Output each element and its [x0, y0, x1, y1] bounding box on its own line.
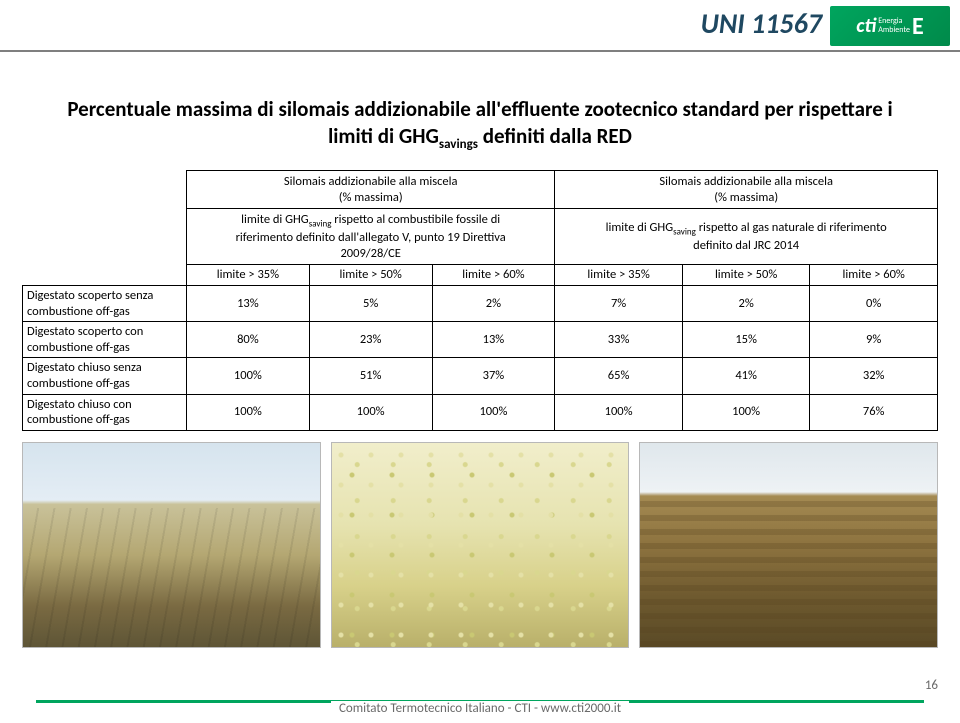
cell: 23%	[309, 322, 432, 358]
cell: 76%	[810, 394, 938, 430]
photo-field-harvest	[22, 442, 321, 648]
cell: 32%	[810, 358, 938, 394]
title-sub: savings	[439, 137, 478, 152]
cell: 7%	[555, 285, 683, 321]
col-1: limite > 35%	[187, 265, 310, 286]
cell: 80%	[187, 322, 310, 358]
group-header-2: Silomais addizionabile alla miscela(% ma…	[555, 171, 938, 209]
cell: 13%	[187, 285, 310, 321]
col-3: limite > 60%	[432, 265, 555, 286]
data-table-wrap: Silomais addizionabile alla miscela(% ma…	[22, 170, 938, 431]
document-code: UNI 11567	[701, 6, 822, 41]
cell: 100%	[555, 394, 683, 430]
cell: 2%	[432, 285, 555, 321]
cell: 15%	[682, 322, 810, 358]
photo-biomass-pile	[639, 442, 938, 648]
logo-e: E	[912, 12, 924, 41]
cell: 37%	[432, 358, 555, 394]
cell: 33%	[555, 322, 683, 358]
title-line2-post: definiti dalla RED	[478, 123, 632, 149]
cell: 0%	[810, 285, 938, 321]
logo-tagline: EnergiaAmbiente	[878, 17, 910, 35]
col-4: limite > 35%	[555, 265, 683, 286]
row-label: Digestato scoperto senzacombustione off-…	[23, 285, 187, 321]
table-row: Digestato chiuso concombustione off-gas …	[23, 394, 938, 430]
table-row: Digestato scoperto senzacombustione off-…	[23, 285, 938, 321]
header-bar: UNI 11567 cti EnergiaAmbiente E	[0, 0, 960, 52]
cell: 100%	[187, 358, 310, 394]
sub-header-2: limite di GHGsaving rispetto al gas natu…	[555, 209, 938, 265]
slide-title: Percentuale massima di silomais addizion…	[40, 96, 920, 154]
cell: 2%	[682, 285, 810, 321]
cell: 13%	[432, 322, 555, 358]
footer-text: Comitato Termotecnico Italiano - CTI - w…	[331, 701, 629, 716]
cell: 9%	[810, 322, 938, 358]
title-line2-pre: limiti di GHG	[328, 123, 439, 149]
cell: 100%	[187, 394, 310, 430]
cell: 5%	[309, 285, 432, 321]
page-number: 16	[925, 678, 938, 693]
cell: 100%	[682, 394, 810, 430]
group-header-1: Silomais addizionabile alla miscela(% ma…	[187, 171, 555, 209]
row-label: Digestato chiuso concombustione off-gas	[23, 394, 187, 430]
row-label: Digestato chiuso senzacombustione off-ga…	[23, 358, 187, 394]
col-5: limite > 50%	[682, 265, 810, 286]
data-table: Silomais addizionabile alla miscela(% ma…	[22, 170, 938, 431]
table-header-row-1: Silomais addizionabile alla miscela(% ma…	[23, 171, 938, 209]
cell: 100%	[432, 394, 555, 430]
title-line1: Percentuale massima di silomais addizion…	[67, 96, 892, 122]
col-2: limite > 50%	[309, 265, 432, 286]
corner-cell	[23, 171, 187, 286]
footer: Comitato Termotecnico Italiano - CTI - w…	[0, 693, 960, 723]
row-label: Digestato scoperto concombustione off-ga…	[23, 322, 187, 358]
cell: 51%	[309, 358, 432, 394]
table-row: Digestato scoperto concombustione off-ga…	[23, 322, 938, 358]
logo-cti-text: cti	[856, 14, 876, 38]
sub-header-1: limite di GHGsaving rispetto al combusti…	[187, 209, 555, 265]
cti-logo: cti EnergiaAmbiente E	[830, 6, 950, 46]
photo-row	[22, 442, 938, 648]
cell: 65%	[555, 358, 683, 394]
col-6: limite > 60%	[810, 265, 938, 286]
table-row: Digestato chiuso senzacombustione off-ga…	[23, 358, 938, 394]
cell: 41%	[682, 358, 810, 394]
photo-silage-closeup	[331, 442, 630, 648]
cell: 100%	[309, 394, 432, 430]
